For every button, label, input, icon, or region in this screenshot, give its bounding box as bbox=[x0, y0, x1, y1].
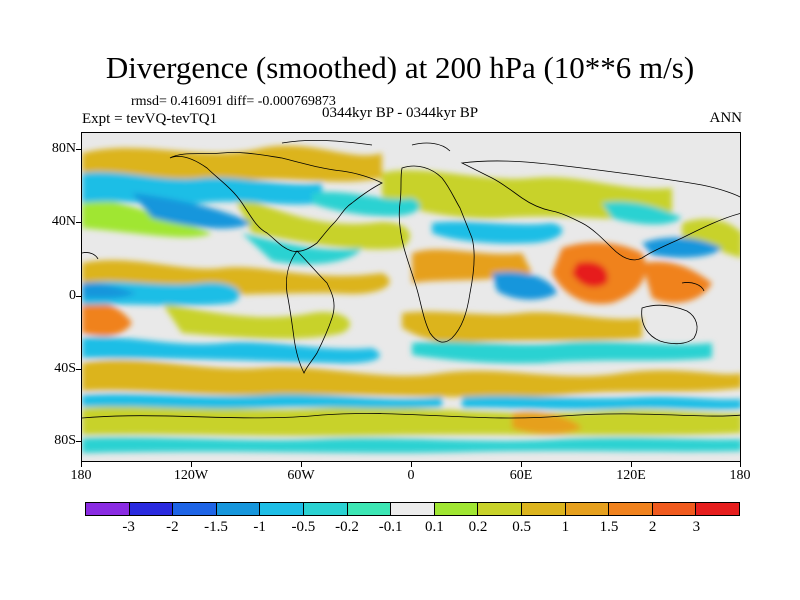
lat-tick bbox=[76, 296, 81, 297]
lon-label-0: 0 bbox=[407, 468, 415, 483]
lon-label-180e: 180 bbox=[729, 468, 751, 483]
colorbar-label: 1.5 bbox=[599, 519, 619, 535]
colorbar-label: -2 bbox=[166, 519, 179, 535]
colorbar-box bbox=[216, 503, 261, 515]
colorbar-box bbox=[565, 503, 610, 515]
divergence-field bbox=[82, 133, 740, 461]
lat-label-80s: 80S bbox=[54, 433, 76, 448]
lat-label-80n: 80N bbox=[51, 141, 76, 156]
period-label: 0344kyr BP - 0344kyr BP bbox=[322, 105, 479, 121]
colorbar-label: -1 bbox=[253, 519, 266, 535]
colorbar-box bbox=[303, 503, 348, 515]
colorbar-label: 0.5 bbox=[512, 519, 532, 535]
lat-label-0: 0 bbox=[69, 288, 76, 303]
lon-tick bbox=[521, 462, 522, 467]
lat-label-40s: 40S bbox=[54, 361, 76, 376]
colorbar-box bbox=[173, 503, 217, 515]
lat-tick bbox=[76, 149, 81, 150]
colorbar-box bbox=[652, 503, 697, 515]
lon-label-120e: 120E bbox=[616, 468, 646, 483]
lon-tick bbox=[411, 462, 412, 467]
colorbar-label: 0.1 bbox=[424, 519, 444, 535]
colorbar-box bbox=[129, 503, 174, 515]
season-label: ANN bbox=[709, 110, 743, 126]
colorbar-box bbox=[609, 503, 653, 515]
lon-tick bbox=[631, 462, 632, 467]
colorbar-label: 3 bbox=[692, 519, 701, 535]
colorbar bbox=[85, 502, 740, 516]
experiment-label: Expt = tevVQ-tevTQ1 bbox=[82, 111, 218, 127]
colorbar-box bbox=[434, 503, 479, 515]
lat-tick bbox=[76, 369, 81, 370]
lon-label-180w: 180 bbox=[70, 468, 92, 483]
lon-tick bbox=[191, 462, 192, 467]
lon-tick bbox=[301, 462, 302, 467]
colorbar-label: -0.2 bbox=[335, 519, 359, 535]
plot-title: Divergence (smoothed) at 200 hPa (10**6 … bbox=[105, 50, 695, 85]
colorbar-box bbox=[391, 503, 435, 515]
stats-text: rmsd= 0.416091 diff= -0.000769873 bbox=[131, 94, 336, 109]
colorbar-label: 2 bbox=[648, 519, 657, 535]
colorbar-box bbox=[260, 503, 304, 515]
coastlines bbox=[82, 139, 740, 419]
colorbar-box bbox=[86, 503, 130, 515]
colorbar-box bbox=[478, 503, 522, 515]
colorbar-box bbox=[696, 503, 739, 515]
lat-tick bbox=[76, 441, 81, 442]
lon-label-120w: 120W bbox=[173, 468, 209, 483]
colorbar-box bbox=[521, 503, 566, 515]
colorbar-label: -0.5 bbox=[291, 519, 316, 535]
colorbar-label: 0.2 bbox=[468, 519, 488, 535]
lat-tick bbox=[76, 222, 81, 223]
divergence-contours bbox=[82, 145, 740, 453]
lon-tick bbox=[81, 462, 82, 467]
lon-tick bbox=[740, 462, 741, 467]
lon-label-60w: 60W bbox=[287, 468, 315, 483]
colorbar-label: 1 bbox=[561, 519, 570, 535]
map-plot bbox=[81, 132, 741, 462]
colorbar-label: -3 bbox=[122, 519, 135, 535]
colorbar-label: -0.1 bbox=[378, 519, 403, 535]
lon-label-60e: 60E bbox=[509, 468, 533, 483]
lat-label-40n: 40N bbox=[51, 214, 76, 229]
colorbar-label: -1.5 bbox=[204, 519, 228, 535]
colorbar-box bbox=[347, 503, 392, 515]
